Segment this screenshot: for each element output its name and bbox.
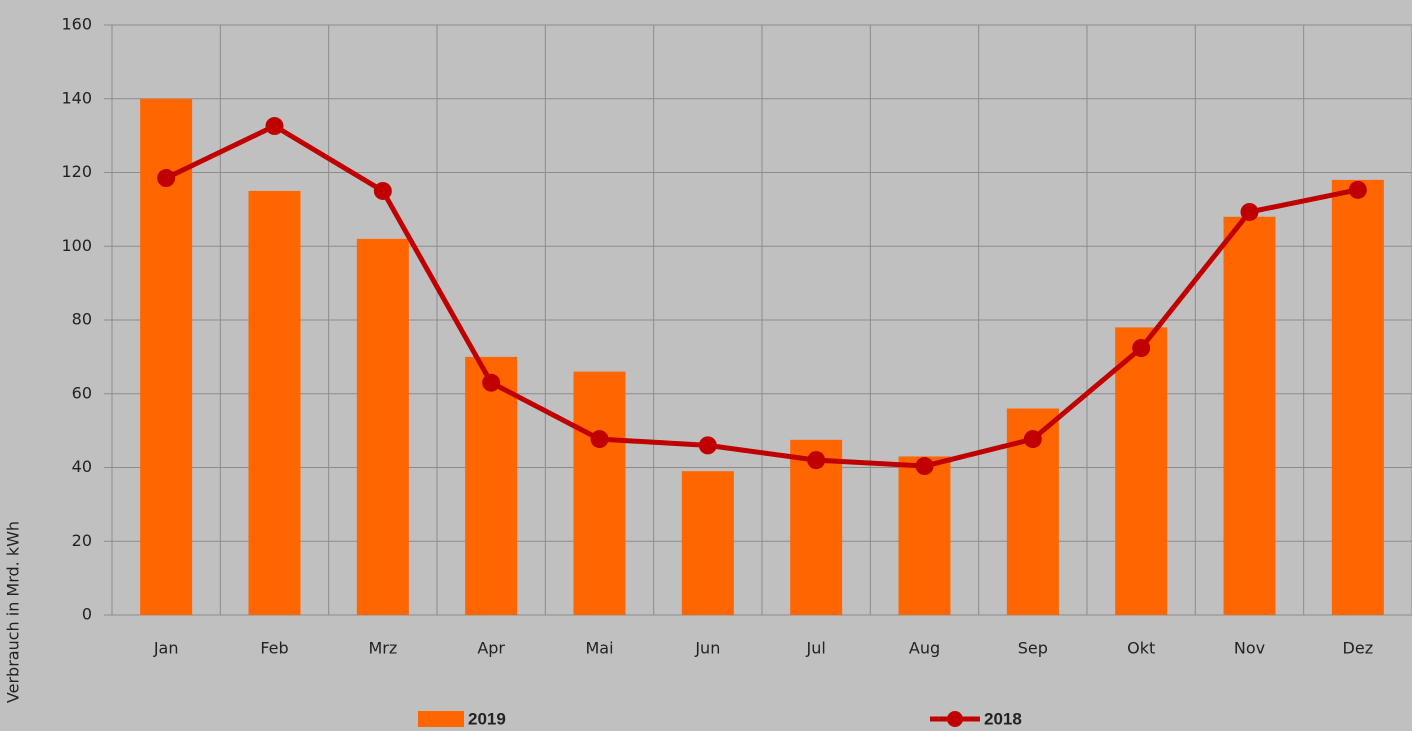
marker [482,373,501,392]
y-tick-label: 80 [72,310,92,329]
bar [573,371,626,615]
x-tick-label: Feb [260,639,288,658]
x-tick-label: Nov [1234,639,1265,658]
x-tick-label: Okt [1127,639,1155,658]
line [165,123,1359,469]
marker [590,430,609,449]
marker [1023,430,1042,449]
x-tick-label: Jun [694,639,720,658]
y-tick-label: 0 [82,605,92,624]
legend-label: 2019 [468,709,506,728]
marker [1132,339,1151,358]
x-tick-label: Dez [1343,639,1374,658]
bar [1115,327,1168,615]
y-tick-label: 100 [61,236,92,255]
bar [1223,216,1276,615]
x-tick-label: Jul [806,639,826,658]
legend-label: 2018 [984,709,1022,728]
marker [373,181,392,200]
y-tick-label: 60 [72,383,92,402]
marker [698,436,717,455]
bar [356,238,409,615]
x-tick-label: Mai [585,639,613,658]
y-tick-label: 120 [61,162,92,181]
bar [465,356,518,615]
legend-swatch [418,711,464,727]
bar [681,471,734,615]
x-tick-label: Apr [477,639,505,658]
y-axis-label: Verbrauch in Mrd. kWh [4,521,23,703]
marker [157,169,176,188]
x-tick-label: Sep [1018,639,1048,658]
y-tick-label: 20 [72,531,92,550]
y-tick-label: 140 [61,88,92,107]
x-tick-label: Mrz [368,639,397,658]
marker [265,117,284,136]
marker [915,457,934,476]
marker [1240,202,1259,221]
marker [807,451,826,470]
y-tick-label: 160 [61,15,92,34]
bar [1331,179,1384,615]
y-tick-label: 40 [72,457,92,476]
bar [248,190,301,615]
bar [898,456,951,615]
marker [1348,180,1367,199]
x-tick-label: Jan [153,639,179,658]
legend-marker [947,711,963,727]
x-tick-label: Aug [909,639,940,658]
